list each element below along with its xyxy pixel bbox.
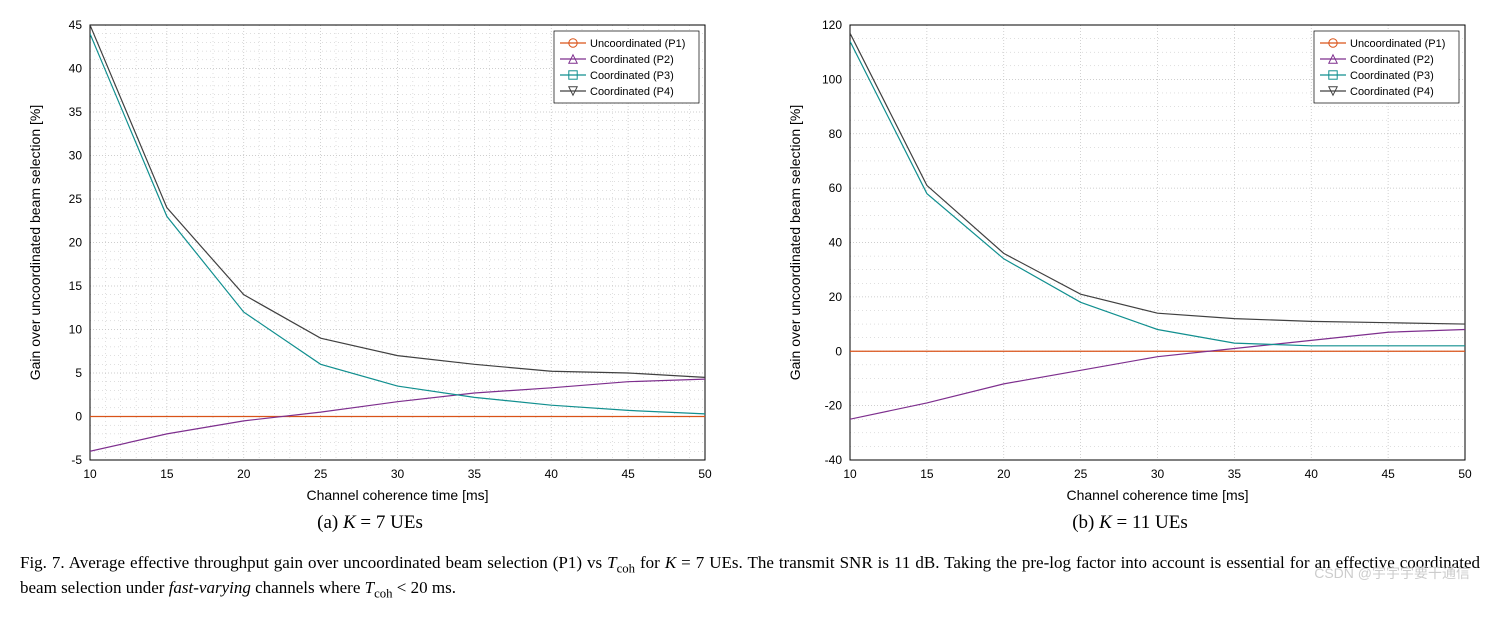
subcap-a-prefix: (a) <box>317 512 343 533</box>
subcap-b-prefix: (b) <box>1072 512 1099 533</box>
svg-text:Coordinated (P2): Coordinated (P2) <box>590 54 674 66</box>
svg-text:-40: -40 <box>825 453 843 467</box>
svg-text:120: 120 <box>822 18 842 32</box>
svg-text:30: 30 <box>1151 467 1165 481</box>
svg-text:Coordinated (P4): Coordinated (P4) <box>1350 86 1434 98</box>
cap-lead: Fig. 7. Average effective throughput gai… <box>20 553 607 572</box>
cap-Tcoh2-sub: coh <box>374 587 392 601</box>
subcaption-b: (b) K = 11 UEs <box>780 512 1480 534</box>
svg-text:50: 50 <box>698 467 712 481</box>
svg-text:Coordinated (P4): Coordinated (P4) <box>590 86 674 98</box>
svg-text:Coordinated (P3): Coordinated (P3) <box>590 70 674 82</box>
svg-text:30: 30 <box>69 149 83 163</box>
svg-text:10: 10 <box>843 467 857 481</box>
cap-Tcoh2: T <box>365 578 374 597</box>
cap-mid1: for <box>635 553 665 572</box>
svg-text:30: 30 <box>391 467 405 481</box>
svg-text:40: 40 <box>1305 467 1319 481</box>
svg-text:20: 20 <box>237 467 251 481</box>
cap-Tcoh-sub: coh <box>617 561 635 575</box>
svg-text:60: 60 <box>829 181 843 195</box>
svg-text:Channel coherence time [ms]: Channel coherence time [ms] <box>306 487 488 503</box>
svg-text:15: 15 <box>160 467 174 481</box>
cap-fast: fast-varying <box>169 578 251 597</box>
svg-text:0: 0 <box>835 344 842 358</box>
chart-a-svg: 10 15 20 25 30 35 40 45 50 -5 0 5 10 15 20 25 30 35 40 45 Ch… <box>20 10 720 510</box>
svg-text:0: 0 <box>75 410 82 424</box>
svg-text:25: 25 <box>69 192 83 206</box>
svg-text:Gain over uncoordinated beam s: Gain over uncoordinated beam selection [… <box>787 105 803 381</box>
svg-text:45: 45 <box>69 18 83 32</box>
svg-text:40: 40 <box>545 467 559 481</box>
cap-K: K <box>665 553 676 572</box>
svg-text:35: 35 <box>69 105 83 119</box>
svg-text:-5: -5 <box>71 453 82 467</box>
svg-text:25: 25 <box>314 467 328 481</box>
svg-text:45: 45 <box>1381 467 1395 481</box>
chart-b-svg: 10 15 20 25 30 35 40 45 50 -40 -20 0 20 40 60 80 100 120 C… <box>780 10 1480 510</box>
svg-text:25: 25 <box>1074 467 1088 481</box>
svg-text:20: 20 <box>69 236 83 250</box>
figure-row: 10 15 20 25 30 35 40 45 50 -5 0 5 10 15 20 25 30 35 40 45 Ch… <box>20 10 1480 534</box>
svg-text:80: 80 <box>829 127 843 141</box>
cap-tail: < 20 ms. <box>393 578 456 597</box>
subcap-a-eq: = 7 UEs <box>356 512 423 533</box>
svg-text:Uncoordinated (P1): Uncoordinated (P1) <box>590 38 685 50</box>
svg-text:20: 20 <box>829 290 843 304</box>
figure-caption: Fig. 7. Average effective throughput gai… <box>20 552 1480 603</box>
svg-text:10: 10 <box>83 467 97 481</box>
svg-text:50: 50 <box>1458 467 1472 481</box>
panel-a: 10 15 20 25 30 35 40 45 50 -5 0 5 10 15 20 25 30 35 40 45 Ch… <box>20 10 720 534</box>
svg-text:40: 40 <box>829 236 843 250</box>
panel-b: 10 15 20 25 30 35 40 45 50 -40 -20 0 20 40 60 80 100 120 C… <box>780 10 1480 534</box>
svg-text:10: 10 <box>69 323 83 337</box>
svg-text:35: 35 <box>468 467 482 481</box>
svg-text:45: 45 <box>621 467 635 481</box>
svg-text:-20: -20 <box>825 399 843 413</box>
subcap-b-eq: = 11 UEs <box>1112 512 1188 533</box>
subcap-a-K: K <box>343 512 356 533</box>
svg-text:100: 100 <box>822 72 842 86</box>
svg-text:15: 15 <box>69 279 83 293</box>
svg-text:5: 5 <box>75 366 82 380</box>
svg-text:Coordinated (P3): Coordinated (P3) <box>1350 70 1434 82</box>
svg-text:Gain over uncoordinated beam s: Gain over uncoordinated beam selection [… <box>27 105 43 381</box>
svg-text:20: 20 <box>997 467 1011 481</box>
svg-text:Uncoordinated (P1): Uncoordinated (P1) <box>1350 38 1445 50</box>
svg-text:15: 15 <box>920 467 934 481</box>
svg-text:35: 35 <box>1228 467 1242 481</box>
cap-mid3: channels where <box>251 578 365 597</box>
subcap-b-K: K <box>1099 512 1112 533</box>
svg-text:40: 40 <box>69 62 83 76</box>
cap-Tcoh: T <box>607 553 616 572</box>
subcaption-a: (a) K = 7 UEs <box>20 512 720 534</box>
svg-text:Coordinated (P2): Coordinated (P2) <box>1350 54 1434 66</box>
svg-text:Channel coherence time [ms]: Channel coherence time [ms] <box>1066 487 1248 503</box>
